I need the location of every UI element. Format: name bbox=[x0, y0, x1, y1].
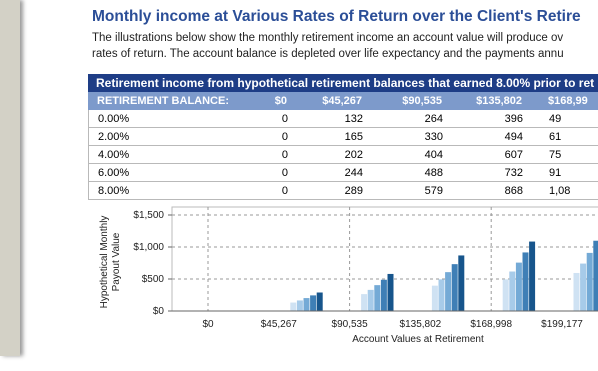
table-cell: 49 bbox=[549, 113, 562, 125]
table-cell: 1,08 bbox=[549, 185, 571, 197]
table-cell: 6.00% bbox=[98, 167, 130, 179]
table-cell: 0 bbox=[281, 149, 288, 161]
bar bbox=[445, 272, 452, 311]
table-cell: 165 bbox=[344, 131, 363, 143]
bar bbox=[509, 271, 516, 311]
bar bbox=[316, 292, 323, 311]
bar bbox=[296, 300, 303, 311]
bar bbox=[573, 272, 580, 311]
table-cell: 579 bbox=[424, 185, 443, 197]
bar bbox=[586, 252, 593, 311]
column-header: $90,535 bbox=[402, 95, 442, 107]
table-cell: 607 bbox=[504, 149, 523, 161]
y-tick-label: $1,000 bbox=[133, 242, 164, 253]
x-tick-label: $45,267 bbox=[261, 319, 298, 330]
bar bbox=[522, 252, 529, 311]
sidebar bbox=[0, 0, 20, 356]
y-tick-label: $1,500 bbox=[133, 210, 164, 221]
bar bbox=[502, 279, 509, 311]
x-tick-label: $135,802 bbox=[400, 319, 442, 330]
bar bbox=[303, 298, 310, 311]
x-tick-label: $168,998 bbox=[470, 319, 512, 330]
bar bbox=[431, 285, 438, 311]
bar bbox=[438, 279, 445, 311]
column-header: $135,802 bbox=[476, 95, 522, 107]
bar bbox=[387, 273, 394, 311]
x-tick-label: $0 bbox=[202, 319, 214, 330]
column-header: $168,99 bbox=[548, 95, 588, 107]
table-cell: 2.00% bbox=[98, 131, 130, 143]
table-cell: 289 bbox=[344, 185, 363, 197]
bar bbox=[451, 264, 458, 311]
table-cell: 264 bbox=[424, 113, 443, 125]
bar bbox=[580, 263, 587, 311]
bar bbox=[515, 262, 522, 311]
bar bbox=[367, 289, 374, 311]
paragraph-line: The illustrations below show the monthly… bbox=[92, 32, 564, 44]
table-cell: 0 bbox=[281, 131, 288, 143]
column-header: $45,267 bbox=[322, 95, 362, 107]
column-header: RETIREMENT BALANCE: bbox=[97, 95, 229, 107]
y-axis-label: Hypothetical Monthly bbox=[99, 216, 110, 309]
x-tick-label: $199,177 bbox=[541, 319, 583, 330]
table-cell: 4.00% bbox=[98, 149, 130, 161]
title: Monthly income at Various Rates of Retur… bbox=[92, 8, 581, 25]
table-cell: 202 bbox=[344, 149, 363, 161]
table-cell: 132 bbox=[344, 113, 363, 125]
bar bbox=[529, 241, 536, 311]
bar bbox=[380, 279, 387, 311]
table-cell: 244 bbox=[344, 167, 363, 179]
table-cell: 91 bbox=[549, 167, 562, 179]
table-cell: 488 bbox=[424, 167, 443, 179]
paragraph-line: rates of return. The account balance is … bbox=[92, 48, 564, 60]
table-cell: 0.00% bbox=[98, 113, 130, 125]
table-cell: 0 bbox=[281, 185, 288, 197]
y-axis-label: Payout Value bbox=[111, 232, 122, 291]
table-header: RETIREMENT BALANCE: $0 $45,267 $90,535 $135,… bbox=[88, 92, 598, 110]
table-cell: 494 bbox=[504, 131, 523, 143]
table-cell: 8.00% bbox=[98, 185, 130, 197]
table-row: 2.00% 0 165 330 494 61 bbox=[88, 128, 598, 146]
table-cell: 868 bbox=[504, 185, 523, 197]
table-row: 0.00% 0 132 264 396 49 bbox=[88, 110, 598, 128]
bar bbox=[458, 255, 465, 311]
table-cell: 0 bbox=[281, 113, 288, 125]
x-tick-label: $90,535 bbox=[332, 319, 369, 330]
table-caption: Retirement income from hypothetical reti… bbox=[88, 74, 598, 92]
x-axis-label: Account Values at Retirement bbox=[352, 334, 484, 345]
bar bbox=[310, 295, 317, 311]
bar bbox=[361, 294, 368, 311]
y-tick-label: $500 bbox=[142, 274, 165, 285]
table-cell: 732 bbox=[504, 167, 523, 179]
table-cell: 396 bbox=[504, 113, 523, 125]
y-tick-label: $0 bbox=[153, 306, 165, 317]
table-row: 6.00% 0 244 488 732 91 bbox=[88, 164, 598, 182]
table-cell: 330 bbox=[424, 131, 443, 143]
column-header: $0 bbox=[274, 95, 287, 107]
bar bbox=[593, 240, 598, 311]
table-cell: 61 bbox=[549, 131, 562, 143]
table-cell: 75 bbox=[549, 149, 562, 161]
table-cell: 404 bbox=[424, 149, 443, 161]
bar bbox=[374, 285, 381, 311]
table-row: 8.00% 0 289 579 868 1,08 bbox=[88, 182, 598, 200]
table-cell: 0 bbox=[281, 167, 288, 179]
bar bbox=[290, 302, 297, 311]
table-row: 4.00% 0 202 404 607 75 bbox=[88, 146, 598, 164]
